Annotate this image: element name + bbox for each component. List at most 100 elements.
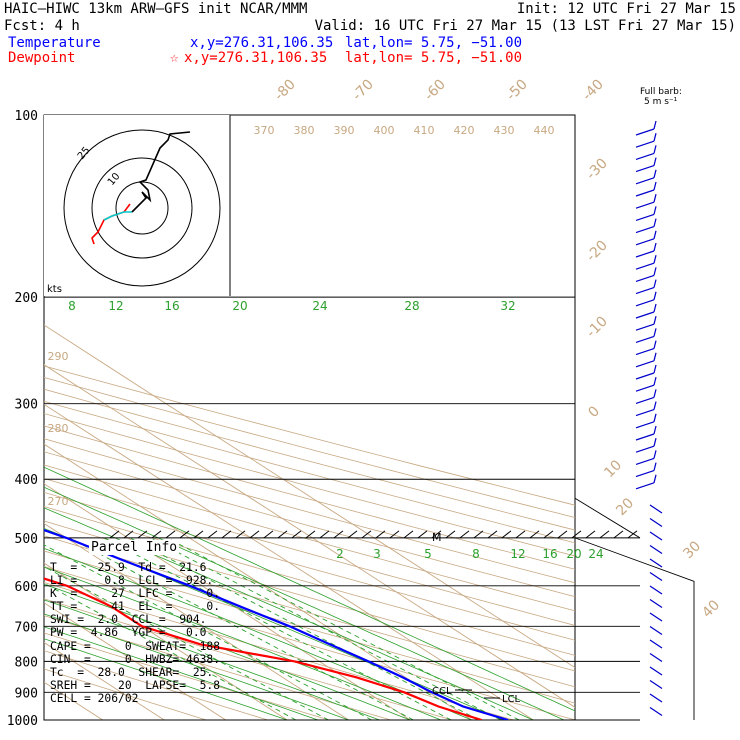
wind-barb xyxy=(649,666,663,676)
mixing-label-upper: 20 xyxy=(232,299,247,313)
mixing-label-lower: 3 xyxy=(373,547,381,561)
pressure-tick-label: 500 xyxy=(15,532,38,547)
wind-barb xyxy=(649,707,663,716)
dry-adiabat xyxy=(44,491,575,641)
wind-barb xyxy=(635,250,655,258)
hatch-tick xyxy=(599,530,610,539)
wind-barb-flag xyxy=(653,230,657,239)
hodograph-unit-label: kts xyxy=(47,284,62,295)
hatch-tick xyxy=(305,530,316,539)
wind-barb xyxy=(635,287,655,295)
wind-barb-flag xyxy=(653,194,657,203)
wind-barb-flag xyxy=(653,340,657,349)
wind-barb-flag xyxy=(653,267,657,276)
wind-barb-flag xyxy=(653,316,657,325)
hodograph-ring-outer xyxy=(63,129,221,287)
wind-barb xyxy=(635,189,655,197)
hatch-tick xyxy=(277,530,288,539)
wind-barb xyxy=(635,274,655,282)
hatch-tick xyxy=(151,530,162,539)
hatch-tick xyxy=(123,530,134,539)
hatch-tick xyxy=(627,530,638,539)
moist-adiabat xyxy=(44,613,349,720)
isotherm-tick-label: -50 xyxy=(503,76,530,103)
theta-label: 440 xyxy=(534,124,555,137)
hatch-tick xyxy=(417,530,428,539)
hatch-tick xyxy=(263,530,274,539)
parcel-row: CELL = 206/02 xyxy=(50,691,139,705)
isotherm-line xyxy=(44,403,534,720)
mixing-ratio-line xyxy=(149,537,502,720)
isotherm-tick-label: -30 xyxy=(583,155,610,182)
isotherm-tick-label: -70 xyxy=(349,76,376,103)
hatch-tick xyxy=(529,530,540,539)
theta-left-label: 280 xyxy=(48,422,69,435)
wind-barb xyxy=(649,599,663,608)
mixing-ratio-line xyxy=(129,537,479,720)
parcel-row: CIN = 0 HWBZ= 4638. xyxy=(50,652,221,666)
mixing-label-lower: 24 xyxy=(588,547,603,561)
isotherm-tick-label: -10 xyxy=(583,313,610,340)
isotherm-line xyxy=(44,443,472,720)
dry-adiabat xyxy=(44,535,575,688)
isotherm-line xyxy=(44,522,349,720)
parcel-row: CAPE = 0 SWEAT= 188 xyxy=(50,639,221,653)
wind-barb xyxy=(635,421,655,429)
parcel-row: T = 25.9 Td = 21.6 xyxy=(50,561,207,574)
temperature-line xyxy=(44,528,509,720)
hatch-tick xyxy=(445,530,456,539)
wind-barb-flag xyxy=(653,206,657,215)
isotherm-tick-label: -40 xyxy=(579,76,606,103)
isotherm-tick-label: 30 xyxy=(680,538,704,562)
dry-adiabat xyxy=(44,566,575,720)
isotherm-tick-label: 20 xyxy=(613,495,637,519)
wind-barb-flag xyxy=(653,328,657,337)
mixing-ratio-line xyxy=(44,582,297,720)
hatch-tick xyxy=(557,530,568,539)
dewpoint-legend: Dewpoint xyxy=(8,50,76,66)
theta-label: 390 xyxy=(334,124,355,137)
moist-adiabat xyxy=(44,599,380,720)
hatch-tick xyxy=(543,530,554,539)
adiabat-lines xyxy=(44,365,575,720)
hatch-tick xyxy=(403,530,414,539)
theta-label: 420 xyxy=(454,124,475,137)
hatch-tick xyxy=(165,530,176,539)
hatch-tick xyxy=(361,530,372,539)
parcel-row: PW = 4.86 YGP = 0.0 xyxy=(50,626,207,640)
mixing-label-upper: 28 xyxy=(404,299,419,313)
lcl-marker: LCL xyxy=(502,694,521,705)
wind-barb xyxy=(635,226,655,234)
hatch-tick xyxy=(235,530,246,539)
parcel-info-table: T = 25.9 Td = 21.6 LI = 0.8 LCL = 928. K =… xyxy=(50,561,220,705)
wind-barb-flag xyxy=(653,401,657,410)
wind-barb xyxy=(635,409,655,417)
chart-title: HAIC–HIWC 13km ARW–GFS init NCAR/MMM xyxy=(4,1,308,17)
isotherm-tick-label: 0 xyxy=(585,403,603,421)
wind-barb xyxy=(635,384,655,392)
hatch-tick xyxy=(431,530,442,539)
parcel-row: Tc = 28.0 SHEAR= 25. xyxy=(50,665,214,679)
hodograph-box xyxy=(44,115,230,296)
dry-adiabat xyxy=(44,506,575,656)
mixing-label-upper: 12 xyxy=(108,299,123,313)
isotherm-tick-label: -20 xyxy=(583,237,610,264)
pressure-tick-label: 600 xyxy=(15,580,38,595)
hatch-tick xyxy=(571,530,582,539)
wind-barb xyxy=(635,482,655,490)
wind-barb xyxy=(635,433,655,441)
mixing-label-lower: 12 xyxy=(510,547,525,561)
dry-adiabat xyxy=(44,668,207,720)
pressure-tick-label: 800 xyxy=(15,655,38,670)
wind-barb-flag xyxy=(653,413,657,422)
dry-adiabat xyxy=(44,598,453,720)
parcel-row: LI = 0.8 LCL = 928. xyxy=(50,574,214,588)
isotherm-line xyxy=(44,324,575,669)
wind-barb-flag xyxy=(653,364,657,374)
hodograph-ring-mid xyxy=(91,157,193,259)
parcel-row: SWI = 2.0 CCL = 904. xyxy=(50,613,207,627)
wind-barb xyxy=(649,653,663,662)
isotherm-tick-label: -80 xyxy=(271,76,298,103)
